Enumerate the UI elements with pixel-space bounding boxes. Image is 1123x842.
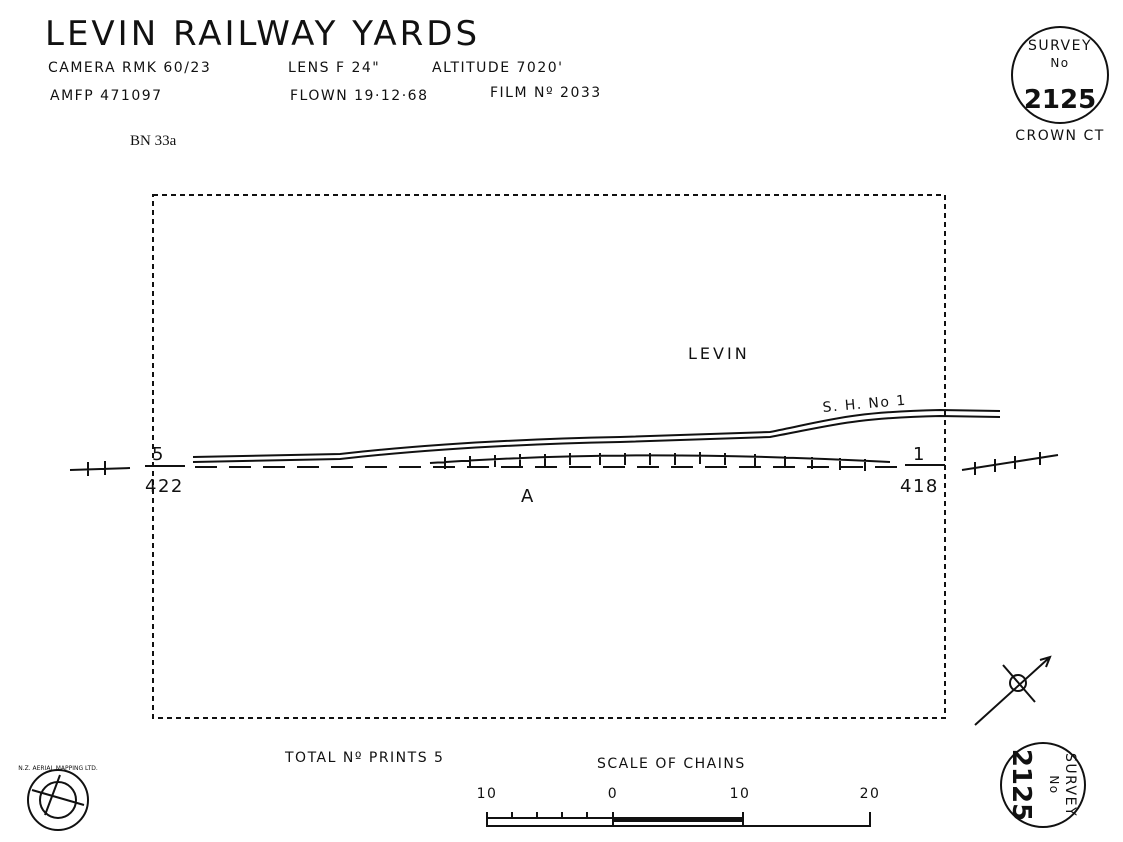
reference: BN 33a [130, 133, 177, 149]
left-print: 5 [152, 444, 165, 465]
total-prints: TOTAL Nº PRINTS 5 [284, 750, 444, 766]
stamp-number: 2125 [1006, 749, 1036, 821]
title: LEVIN RAILWAY YARDS [45, 14, 480, 54]
flown: FLOWN 19·12·68 [290, 88, 428, 104]
scale-label: 10 [730, 786, 751, 802]
scale-label: 0 [608, 786, 618, 802]
camera: CAMERA RMK 60/23 [48, 60, 211, 76]
highway-label: S. H. No 1 [822, 393, 907, 416]
stamp-no: No [1050, 56, 1069, 70]
logo-text: N.Z. AERIAL MAPPING LTD. [18, 765, 98, 772]
highway [192, 414, 1001, 463]
altitude: ALTITUDE 7020' [432, 60, 563, 76]
scale-title: SCALE OF CHAINS [597, 756, 746, 772]
railway [961, 452, 1059, 475]
right-print: 1 [913, 444, 926, 465]
north-arrow [974, 655, 1052, 726]
logo [31, 774, 85, 816]
highway [192, 408, 1001, 458]
scale-label: 10 [477, 786, 498, 802]
stamp-circle [1000, 742, 1086, 828]
right-frame: 418 [900, 476, 939, 497]
coverage-frame [152, 194, 946, 719]
town: LEVIN [688, 344, 750, 363]
stamp-circle [1011, 26, 1109, 124]
stamp-no: No [1047, 775, 1061, 794]
stamp-number: 2125 [1024, 85, 1096, 115]
scale-bar-fill [613, 817, 743, 822]
stamp-label: SURVEY [1062, 753, 1078, 817]
north-symbol [1009, 674, 1027, 692]
run-label: A [521, 486, 535, 507]
logo [27, 769, 89, 831]
lens: LENS F 24" [288, 60, 380, 76]
left-frame: 422 [145, 476, 184, 497]
stamp-label: SURVEY [1028, 38, 1092, 54]
amfp: AMFP 471097 [50, 88, 163, 104]
scale-label: 20 [860, 786, 881, 802]
film: FILM Nº 2033 [490, 85, 602, 101]
railway [429, 452, 891, 471]
stamp-owner: CROWN CT [1015, 128, 1105, 144]
railway [69, 461, 131, 476]
